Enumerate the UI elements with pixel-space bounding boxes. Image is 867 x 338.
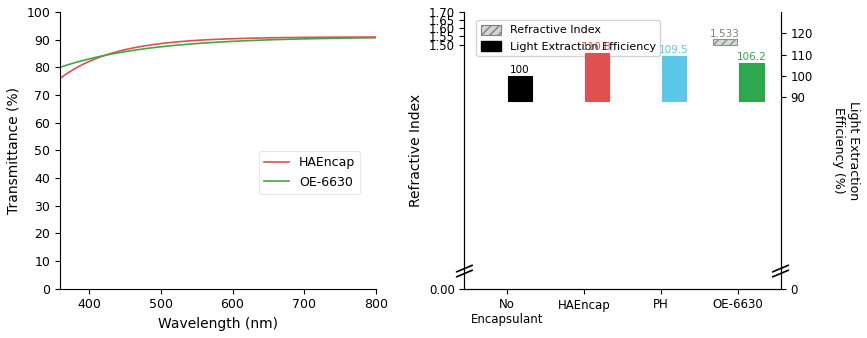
Legend: Refractive Index, Light Extraction Efficiency: Refractive Index, Light Extraction Effic… <box>476 20 660 56</box>
Bar <box>584 53 610 101</box>
Y-axis label: Light Extraction
Efficiency (%): Light Extraction Efficiency (%) <box>832 101 860 200</box>
X-axis label: Wavelength (nm): Wavelength (nm) <box>158 317 278 331</box>
HAEncap <box>363 35 374 39</box>
OE-6630 <box>205 41 215 45</box>
HAEncap <box>207 38 218 42</box>
Text: 106.2: 106.2 <box>736 52 766 62</box>
Bar <box>636 32 661 45</box>
Text: 1.533: 1.533 <box>710 29 740 39</box>
Bar <box>507 76 532 101</box>
Text: 1.585: 1.585 <box>556 21 586 30</box>
OE-6630 <box>226 39 237 43</box>
OE-6630 <box>314 37 324 41</box>
Y-axis label: Refractive Index: Refractive Index <box>409 94 423 207</box>
Text: 109.5: 109.5 <box>659 45 689 55</box>
Bar <box>662 55 687 101</box>
OE-6630 <box>363 36 374 40</box>
Text: 110.8: 110.8 <box>582 42 612 52</box>
Bar <box>739 63 764 101</box>
HAEncap <box>226 37 237 41</box>
HAEncap <box>55 76 65 80</box>
Y-axis label: Transmittance (%): Transmittance (%) <box>7 87 21 214</box>
HAEncap <box>243 36 253 40</box>
HAEncap <box>371 35 381 39</box>
Bar <box>558 31 583 45</box>
OE-6630 <box>371 36 381 40</box>
OE-6630 <box>243 39 253 43</box>
Legend: HAEncap, OE-6630: HAEncap, OE-6630 <box>259 151 361 194</box>
Bar <box>713 39 737 45</box>
Line: OE-6630: OE-6630 <box>60 38 376 67</box>
OE-6630 <box>207 41 218 45</box>
HAEncap <box>205 38 215 42</box>
Text: 100: 100 <box>510 65 530 75</box>
Text: 1.578: 1.578 <box>633 22 663 32</box>
HAEncap <box>314 35 324 39</box>
OE-6630 <box>55 65 65 69</box>
Line: HAEncap: HAEncap <box>60 37 376 78</box>
